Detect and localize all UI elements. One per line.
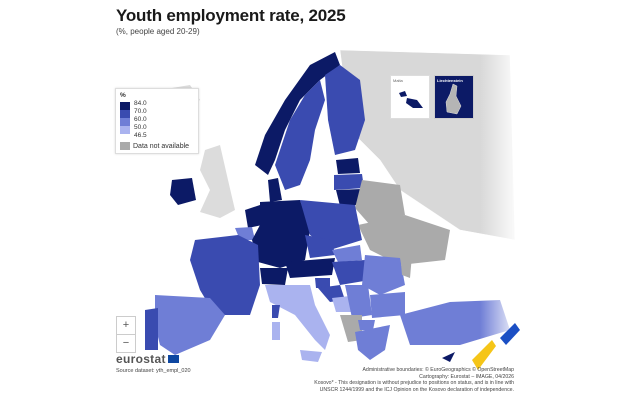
region-norway xyxy=(255,52,340,175)
zoom-in-button[interactable]: + xyxy=(122,319,130,331)
region-spain xyxy=(155,295,225,355)
region-latvia xyxy=(334,174,364,190)
region-sweden xyxy=(275,80,325,190)
zoom-control: + − xyxy=(116,316,136,353)
inset-label: Liechtenstein xyxy=(437,78,463,83)
logo-flash-yellow xyxy=(472,340,496,370)
region-switzerland xyxy=(260,268,288,285)
inset-label: Malta xyxy=(393,78,403,83)
legend-swatch-3 xyxy=(120,118,130,126)
eurostat-logo: eurostat xyxy=(116,352,179,366)
legend-na: Data not available xyxy=(120,142,194,150)
eu-flag-icon xyxy=(167,354,179,363)
legend-na-label: Data not available xyxy=(133,142,190,150)
region-cyprus xyxy=(442,352,455,362)
region-czechia xyxy=(305,235,335,258)
credit-line: Cartography: Eurostat – IMAGE, 04/2026 xyxy=(419,373,514,380)
region-austria xyxy=(285,258,335,278)
region-slovakia xyxy=(332,245,362,262)
region-estonia xyxy=(336,158,360,174)
region-hungary xyxy=(332,260,370,285)
map-insets: Malta Liechtenstein xyxy=(390,75,474,119)
legend-break: 70.0 xyxy=(134,108,147,115)
region-ukraine xyxy=(358,215,450,265)
map-credits: Administrative boundaries: © EuroGeograp… xyxy=(214,367,514,394)
legend-swatch-2 xyxy=(120,110,130,118)
source-dataset: Source dataset: yth_empl_020 xyxy=(116,368,191,374)
region-ireland xyxy=(170,178,196,205)
region-north-macedonia xyxy=(358,320,375,330)
zoom-out-button[interactable]: − xyxy=(117,334,135,352)
legend-break: 60.0 xyxy=(134,116,147,123)
region-serbia xyxy=(345,285,372,318)
region-romania xyxy=(362,255,405,295)
region-italy xyxy=(265,285,330,350)
region-sicily xyxy=(300,350,322,362)
region-bulgaria xyxy=(370,292,405,318)
legend-swatch-4 xyxy=(120,126,130,134)
region-uk xyxy=(200,145,235,218)
region-bosnia xyxy=(332,296,352,312)
inset-liechtenstein[interactable]: Liechtenstein xyxy=(434,75,474,119)
legend-break: 50.0 xyxy=(134,124,147,131)
map-subtitle: (%, people aged 20-29) xyxy=(116,27,200,36)
region-denmark xyxy=(268,178,282,202)
region-germany xyxy=(252,200,310,268)
region-lithuania xyxy=(336,189,362,206)
inset-malta[interactable]: Malta xyxy=(390,75,430,119)
region-france xyxy=(190,235,260,315)
region-portugal xyxy=(145,308,158,350)
region-belarus xyxy=(355,180,405,225)
region-slovenia xyxy=(315,278,330,288)
legend-swatch-1 xyxy=(120,102,130,110)
credit-line: Kosovo* - This designation is without pr… xyxy=(314,380,514,387)
legend-break: 84.0 xyxy=(134,100,147,107)
logo-flash-blue xyxy=(500,323,520,345)
map-legend: % 84.0 70.0 60.0 50.0 46.5 Data not avai… xyxy=(115,88,199,154)
map-title: Youth employment rate, 2025 xyxy=(116,6,346,25)
malta-shape xyxy=(399,91,423,108)
legend-unit: % xyxy=(120,92,126,99)
region-corsica xyxy=(272,305,280,318)
region-greece xyxy=(355,325,390,360)
region-moldova xyxy=(400,252,412,278)
region-netherlands xyxy=(245,205,262,228)
legend-na-swatch xyxy=(120,142,130,150)
liechtenstein-shape xyxy=(445,83,462,115)
region-sardinia xyxy=(272,322,280,340)
legend-break: 46.5 xyxy=(134,132,147,139)
brand-text: eurostat xyxy=(116,352,166,366)
region-finland xyxy=(325,65,365,155)
credit-line: UNSCR 1244/1999 and the ICJ Opinion on t… xyxy=(319,387,514,394)
legend-scale: 84.0 70.0 60.0 50.0 46.5 xyxy=(120,100,194,139)
credit-line: Administrative boundaries: © EuroGeograp… xyxy=(362,367,514,373)
